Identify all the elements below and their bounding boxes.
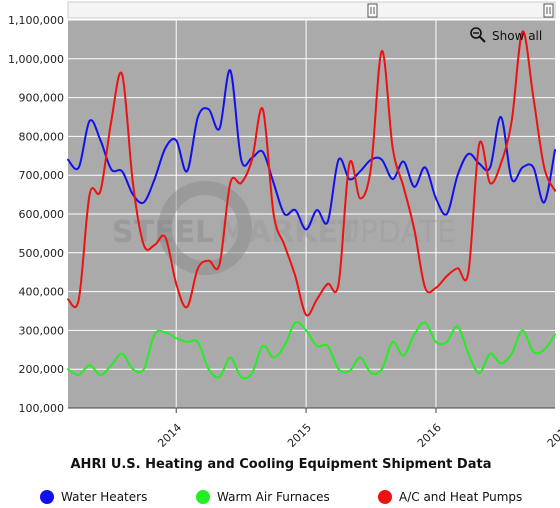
y-tick-label: 500,000 xyxy=(19,247,65,260)
series-line-warm-air-furnaces[interactable] xyxy=(67,321,556,380)
legend-label: Warm Air Furnaces xyxy=(217,490,330,504)
y-tick-label: 600,000 xyxy=(19,208,65,221)
series-line-water-heaters[interactable] xyxy=(67,69,556,231)
watermark: STEEL MARKET UPDATE xyxy=(112,181,456,275)
navigator-track[interactable] xyxy=(67,1,556,19)
legend: Water Heaters Warm Air Furnaces A/C and He… xyxy=(40,490,522,504)
legend-label: Water Heaters xyxy=(61,490,147,504)
y-axis: 100,000 200,000 300,000 400,000 500,000 600,0… xyxy=(8,14,64,415)
watermark-logo-ring xyxy=(158,181,252,275)
legend-label: A/C and Heat Pumps xyxy=(399,490,522,504)
y-tick-label: 700,000 xyxy=(19,169,65,182)
x-axis: 2014 2015 2016 2017 xyxy=(68,407,560,450)
watermark-word-steel: STEEL xyxy=(112,215,214,250)
y-tick-label: 1,100,000 xyxy=(8,14,64,27)
legend-item-a-c-and-heat-pumps[interactable]: A/C and Heat Pumps xyxy=(378,490,522,504)
legend-marker xyxy=(40,490,54,504)
y-tick-label: 400,000 xyxy=(19,286,65,299)
navigator-strip[interactable] xyxy=(67,1,556,19)
watermark-word-update: UPDATE xyxy=(338,215,456,250)
legend-item-water-heaters[interactable]: Water Heaters xyxy=(40,490,147,504)
legend-marker xyxy=(378,490,392,504)
navigator-right-handle[interactable] xyxy=(543,3,554,18)
x-tick-label: 2015 xyxy=(285,421,314,450)
navigator-left-handle[interactable] xyxy=(367,3,378,18)
y-tick-label: 1,000,000 xyxy=(8,53,64,66)
legend-marker xyxy=(196,490,210,504)
x-tick-label: 2014 xyxy=(155,421,184,450)
series-line-a-c-and-heat-pumps[interactable] xyxy=(67,30,556,317)
y-tick-label: 200,000 xyxy=(19,363,65,376)
show-all-label[interactable]: Show all xyxy=(492,29,542,43)
zoom-out-icon xyxy=(470,27,486,43)
chart-title: AHRI U.S. Heating and Cooling Equipment … xyxy=(71,457,492,472)
y-tick-label: 100,000 xyxy=(19,402,65,415)
x-tick-label: 2016 xyxy=(415,421,444,450)
legend-item-warm-air-furnaces[interactable]: Warm Air Furnaces xyxy=(196,490,330,504)
y-tick-label: 900,000 xyxy=(19,92,65,105)
y-tick-label: 300,000 xyxy=(19,324,65,337)
watermark-word-market: MARKET xyxy=(218,215,359,250)
show-all-button[interactable]: Show all xyxy=(470,27,542,43)
x-tick-label: 2017 xyxy=(545,421,560,450)
y-tick-label: 800,000 xyxy=(19,130,65,143)
series-layer xyxy=(67,30,556,380)
